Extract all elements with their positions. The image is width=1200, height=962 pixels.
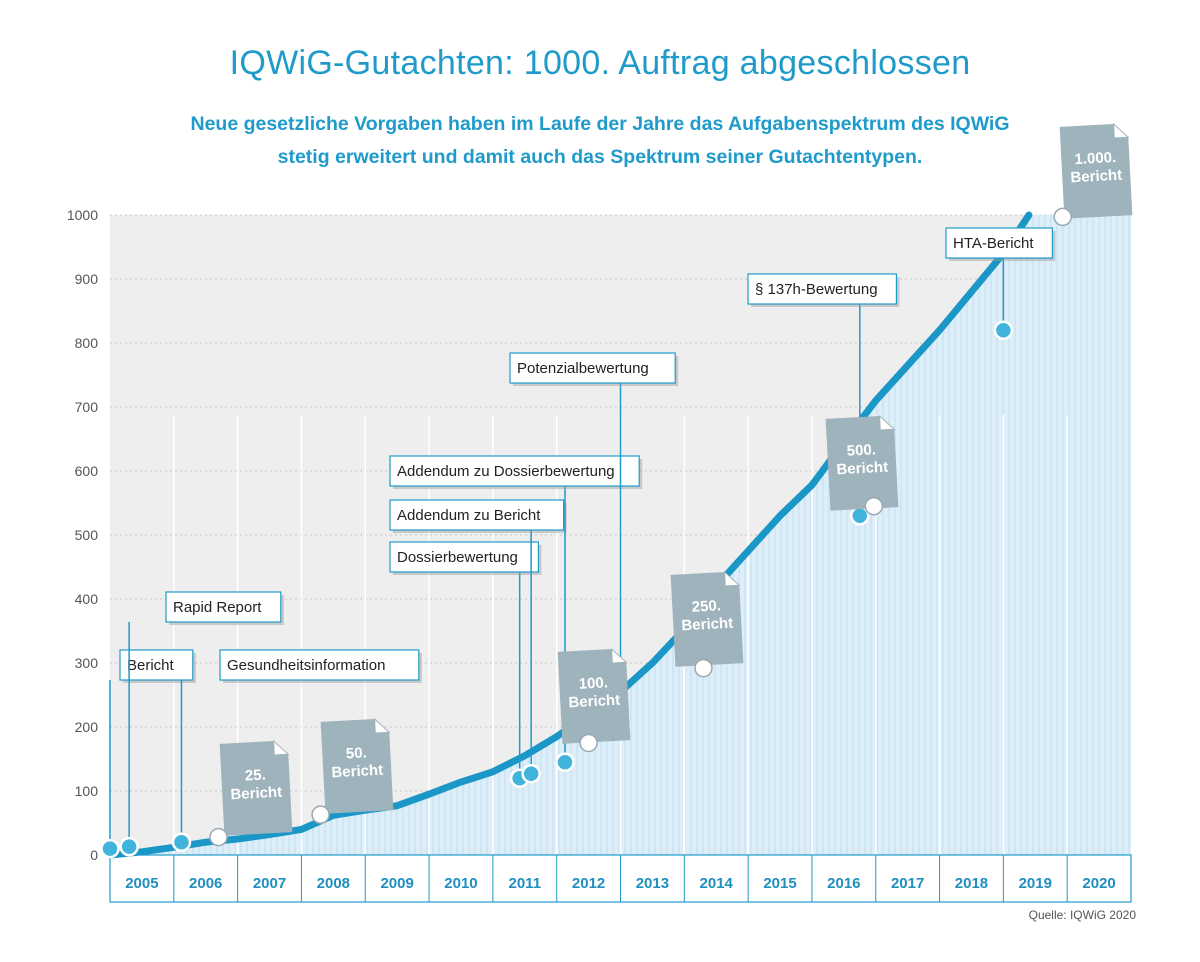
milestone-label: Bericht [127,657,175,674]
report-document-icon: 50.Bericht [320,717,394,814]
milestone-box [219,649,420,681]
milestone-label: Dossierbewertung [397,549,518,566]
y-tick-label: 600 [75,463,99,479]
source-note: Quelle: IQWiG 2020 [1028,908,1136,922]
x-tick-label: 2006 [189,875,222,892]
x-tick-label: 2016 [827,875,860,892]
report-marker [209,827,228,847]
milestone-label: Addendum zu Bericht [397,507,541,524]
report-document-icon: 1.000.Bericht [1059,122,1133,219]
report-word: Bericht [568,692,621,712]
y-tick-label: 0 [90,847,98,863]
x-tick-label: 2009 [380,875,413,892]
report-document-icon: 250.Bericht [670,570,744,667]
x-tick-label: 2011 [509,875,542,892]
milestone-box [389,499,565,531]
x-tick-label: 2012 [572,875,605,892]
x-tick-label: 2018 [955,875,988,892]
report-document-icon: 25.Bericht [219,739,293,836]
x-tick-label: 2015 [763,875,796,892]
report-marker [864,496,884,516]
x-tick-label: 2008 [317,875,350,892]
x-tick-label: 2007 [253,875,286,892]
y-tick-label: 400 [75,591,99,607]
y-tick-label: 500 [75,527,99,543]
milestone-box [747,273,897,305]
x-tick-label: 2013 [636,875,669,892]
report-word: Bericht [331,762,384,782]
x-tick-label: 2019 [1019,875,1052,892]
y-tick-label: 700 [75,399,99,415]
report-document-icon: 500.Bericht [825,414,899,511]
report-number: 50. [345,744,367,762]
subtitle-line-1: Neue gesetzliche Vorgaben haben im Laufe… [190,113,1010,135]
report-marker [311,805,330,824]
report-word: Bericht [230,784,283,804]
milestone-marker [100,838,120,859]
milestone-box [509,352,676,384]
milestone-label: Rapid Report [173,599,262,616]
milestone-marker [119,836,139,857]
chart-subtitle: Neue gesetzliche Vorgaben haben im Laufe… [140,108,1060,174]
milestone-box [119,649,194,681]
x-tick-label: 2017 [891,875,924,892]
milestone-marker [555,752,575,772]
milestone-marker [521,763,541,784]
y-tick-label: 1000 [67,207,98,223]
report-marker [579,733,598,753]
milestone-box [945,227,1054,259]
y-tick-label: 800 [75,335,99,351]
report-marker [694,658,713,678]
milestone-label: Gesundheitsinformation [227,657,385,674]
y-tick-label: 300 [75,655,99,671]
y-tick-label: 100 [75,783,99,799]
report-number: 500. [846,441,876,460]
milestone-label: Potenzialbewertung [517,360,649,377]
report-number: 100. [578,674,608,693]
y-tick-label: 900 [75,271,99,287]
milestone-label: Addendum zu Dossierbewertung [397,463,615,480]
report-number: 250. [691,597,721,616]
report-word: Bericht [681,615,734,635]
report-marker [1053,207,1072,227]
milestone-box [389,455,640,487]
x-tick-label: 2020 [1082,875,1115,892]
chart-title: IQWiG-Gutachten: 1000. Auftrag abgeschlo… [229,44,971,82]
x-tick-label: 2005 [125,875,158,892]
y-tick-label: 200 [75,719,99,735]
milestone-box [165,591,282,623]
milestone-label: § 137h-Bewertung [755,281,878,298]
x-tick-label: 2010 [444,875,477,892]
report-word: Bericht [1070,167,1123,187]
milestone-marker [993,320,1014,340]
milestone-marker [171,832,192,852]
x-tick-label: 2014 [700,875,734,892]
milestone-box [389,541,539,573]
report-document-icon: 100.Bericht [557,647,631,744]
subtitle-line-2: stetig erweitert und damit auch das Spek… [277,146,923,168]
report-number: 25. [244,766,266,784]
report-number: 1.000. [1074,149,1117,168]
report-word: Bericht [836,459,889,479]
milestone-label: HTA-Bericht [953,235,1034,252]
